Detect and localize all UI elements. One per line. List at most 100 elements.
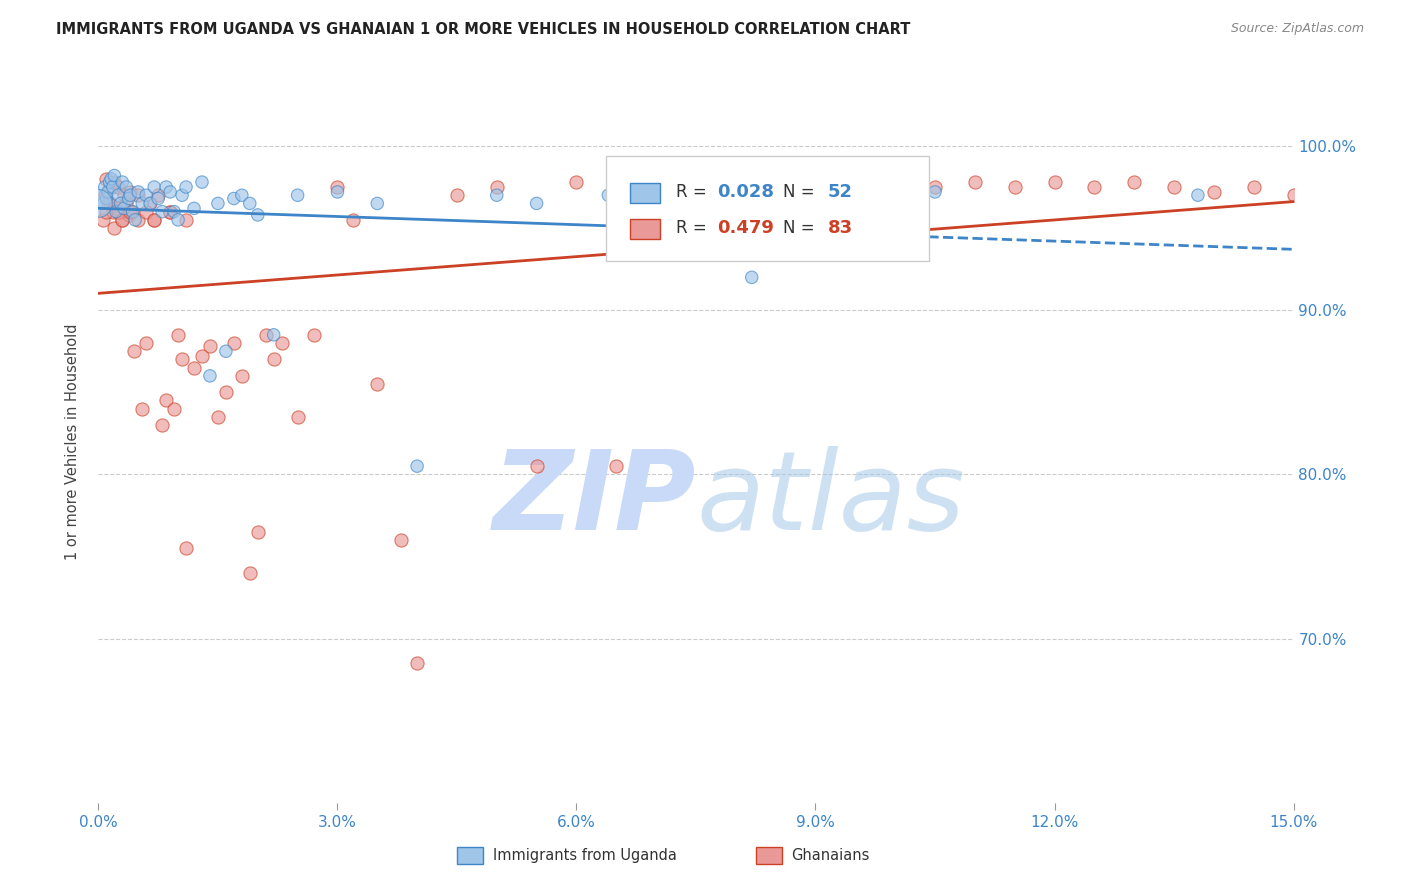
Point bbox=[110, 196, 132, 211]
Point bbox=[135, 204, 157, 219]
Point bbox=[87, 196, 110, 211]
Point bbox=[183, 202, 205, 216]
Point bbox=[1282, 188, 1305, 202]
Point bbox=[131, 196, 153, 211]
Text: Source: ZipAtlas.com: Source: ZipAtlas.com bbox=[1230, 22, 1364, 36]
Point bbox=[174, 541, 197, 556]
Point bbox=[598, 188, 620, 202]
Point bbox=[150, 418, 173, 433]
FancyBboxPatch shape bbox=[630, 183, 661, 203]
Point bbox=[326, 185, 349, 199]
Point bbox=[446, 188, 468, 202]
Point bbox=[112, 188, 135, 202]
Point bbox=[215, 344, 238, 359]
Point bbox=[804, 180, 827, 194]
Point bbox=[98, 175, 121, 189]
Point bbox=[1163, 180, 1185, 194]
Point bbox=[389, 533, 412, 547]
Point bbox=[107, 204, 129, 219]
Point bbox=[143, 212, 166, 227]
Point bbox=[302, 327, 325, 342]
Point bbox=[1243, 180, 1265, 194]
Point bbox=[104, 202, 127, 216]
Point bbox=[159, 204, 181, 219]
Point bbox=[148, 192, 170, 206]
Point bbox=[765, 175, 787, 189]
Point bbox=[163, 204, 186, 219]
Point bbox=[239, 196, 262, 211]
Point bbox=[174, 180, 197, 194]
Point bbox=[215, 385, 238, 400]
Point bbox=[98, 196, 122, 211]
Text: 0.479: 0.479 bbox=[717, 219, 775, 237]
Point bbox=[97, 196, 120, 211]
Point bbox=[127, 212, 149, 227]
Point bbox=[246, 208, 269, 222]
Point bbox=[406, 459, 429, 474]
Point bbox=[139, 196, 162, 211]
Point bbox=[1043, 175, 1066, 189]
Point bbox=[924, 185, 946, 199]
Point bbox=[127, 185, 149, 199]
Point bbox=[118, 208, 141, 222]
Point bbox=[94, 204, 117, 219]
Point bbox=[1202, 185, 1225, 199]
Point bbox=[111, 212, 134, 227]
Point bbox=[485, 188, 508, 202]
Point bbox=[94, 180, 117, 194]
Point bbox=[342, 212, 364, 227]
Point bbox=[121, 204, 143, 219]
Point bbox=[254, 327, 277, 342]
Text: 52: 52 bbox=[827, 183, 852, 202]
Point bbox=[724, 185, 747, 199]
Point bbox=[103, 169, 125, 183]
Text: 83: 83 bbox=[827, 219, 852, 237]
Point bbox=[118, 192, 141, 206]
Text: R =: R = bbox=[676, 219, 711, 237]
Point bbox=[120, 188, 142, 202]
Text: atlas: atlas bbox=[696, 446, 965, 553]
Point bbox=[526, 196, 548, 211]
Point bbox=[139, 196, 162, 211]
Point bbox=[148, 188, 170, 202]
Point bbox=[110, 204, 132, 219]
Point bbox=[263, 352, 285, 367]
Point bbox=[135, 188, 157, 202]
Point bbox=[100, 171, 122, 186]
Point bbox=[150, 204, 173, 219]
Point bbox=[1004, 180, 1026, 194]
Text: R =: R = bbox=[676, 183, 711, 202]
Point bbox=[115, 180, 138, 194]
FancyBboxPatch shape bbox=[630, 219, 661, 239]
Point bbox=[172, 352, 194, 367]
Point bbox=[207, 409, 229, 424]
Point bbox=[366, 196, 388, 211]
Point bbox=[222, 336, 245, 351]
Point bbox=[120, 185, 142, 199]
Point bbox=[127, 188, 149, 202]
Point bbox=[198, 339, 221, 353]
Point bbox=[645, 180, 668, 194]
Point bbox=[111, 175, 134, 189]
Point bbox=[844, 175, 866, 189]
Point bbox=[287, 188, 309, 202]
Point bbox=[159, 204, 181, 219]
Point bbox=[159, 185, 181, 199]
Point bbox=[741, 270, 763, 285]
Point bbox=[172, 188, 194, 202]
Point bbox=[112, 202, 135, 216]
Point bbox=[104, 204, 127, 219]
Y-axis label: 1 or more Vehicles in Household: 1 or more Vehicles in Household bbox=[65, 323, 80, 560]
Point bbox=[605, 459, 627, 474]
Point bbox=[326, 180, 349, 194]
Point bbox=[366, 377, 388, 392]
Point bbox=[135, 336, 157, 351]
Point bbox=[101, 204, 124, 219]
Point bbox=[963, 175, 986, 189]
Point bbox=[155, 393, 177, 408]
Point bbox=[270, 336, 292, 351]
Point bbox=[103, 221, 125, 235]
Point bbox=[287, 409, 309, 424]
Point bbox=[565, 175, 588, 189]
Point bbox=[191, 175, 214, 189]
